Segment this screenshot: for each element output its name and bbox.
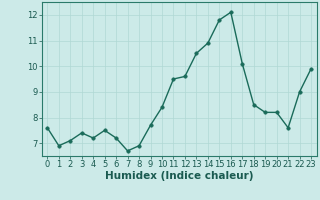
X-axis label: Humidex (Indice chaleur): Humidex (Indice chaleur) <box>105 171 253 181</box>
